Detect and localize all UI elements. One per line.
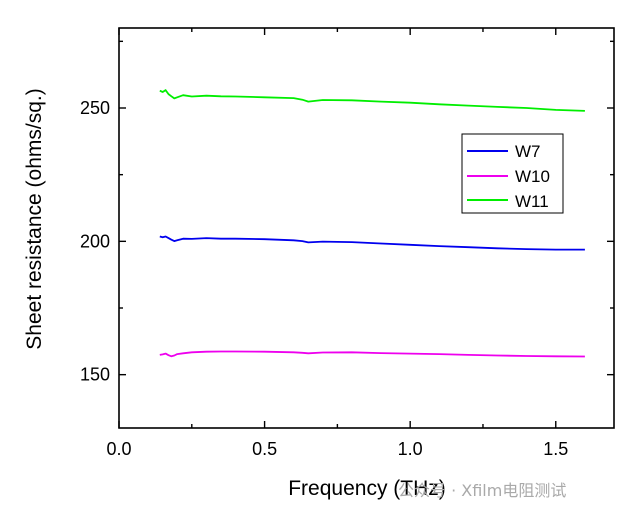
legend: W7 W10 W11 xyxy=(461,133,564,214)
series-line-w7 xyxy=(159,235,585,251)
x-axis-label: Frequency (THz) xyxy=(288,477,446,500)
x-tick-labels: 0.0 0.5 1.0 1.5 xyxy=(106,439,568,459)
x-tick-label: 1.0 xyxy=(398,439,423,459)
y-tick-label: 250 xyxy=(80,98,110,118)
x-tick-label: 0.5 xyxy=(252,439,277,459)
y-axis-label: Sheet resistance (ohms/sq.) xyxy=(23,88,46,349)
x-tick-label: 0.0 xyxy=(106,439,131,459)
legend-label-w7: W7 xyxy=(515,142,541,161)
legend-label-w11: W11 xyxy=(515,192,549,211)
plot-frame xyxy=(118,27,615,429)
series-line-w10 xyxy=(159,350,585,358)
series-lines xyxy=(159,89,585,358)
x-tick-label: 1.5 xyxy=(543,439,568,459)
y-tick-label: 150 xyxy=(80,365,110,385)
y-tick-label: 200 xyxy=(80,231,110,251)
y-tick-labels: 150 200 250 xyxy=(80,98,110,385)
legend-label-w10: W10 xyxy=(515,167,550,186)
series-line-w11 xyxy=(159,89,585,112)
tick-marks xyxy=(118,28,614,428)
watermark-text: 公众号 · Xfilm电阻测试 xyxy=(398,481,567,500)
